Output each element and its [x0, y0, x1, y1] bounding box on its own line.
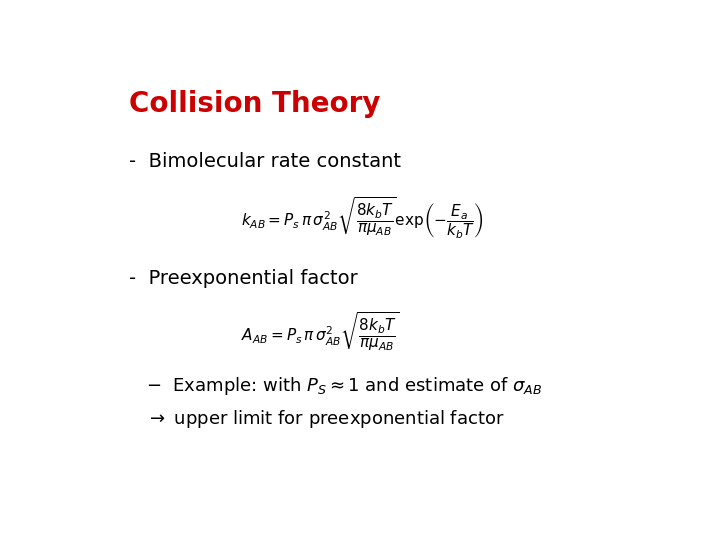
Text: $\rightarrow$ upper limit for preexponential factor: $\rightarrow$ upper limit for preexponen… [145, 408, 504, 430]
Text: $k_{AB} = P_s \, \pi \, \sigma_{AB}^2 \sqrt{\dfrac{8 k_b T}{\pi \mu_{AB}}} \exp\: $k_{AB} = P_s \, \pi \, \sigma_{AB}^2 \s… [240, 196, 483, 241]
Text: $A_{AB} = P_s \, \pi \, \sigma_{AB}^2 \sqrt{\dfrac{8 k_b T}{\pi \mu_{AB}}}$: $A_{AB} = P_s \, \pi \, \sigma_{AB}^2 \s… [240, 310, 399, 352]
Text: $-$  Example: with $P_S \approx 1$ and estimate of $\sigma_{AB}$: $-$ Example: with $P_S \approx 1$ and es… [145, 375, 542, 396]
Text: Collision Theory: Collision Theory [129, 90, 381, 118]
Text: -  Bimolecular rate constant: - Bimolecular rate constant [129, 152, 401, 171]
Text: -  Preexponential factor: - Preexponential factor [129, 268, 358, 287]
